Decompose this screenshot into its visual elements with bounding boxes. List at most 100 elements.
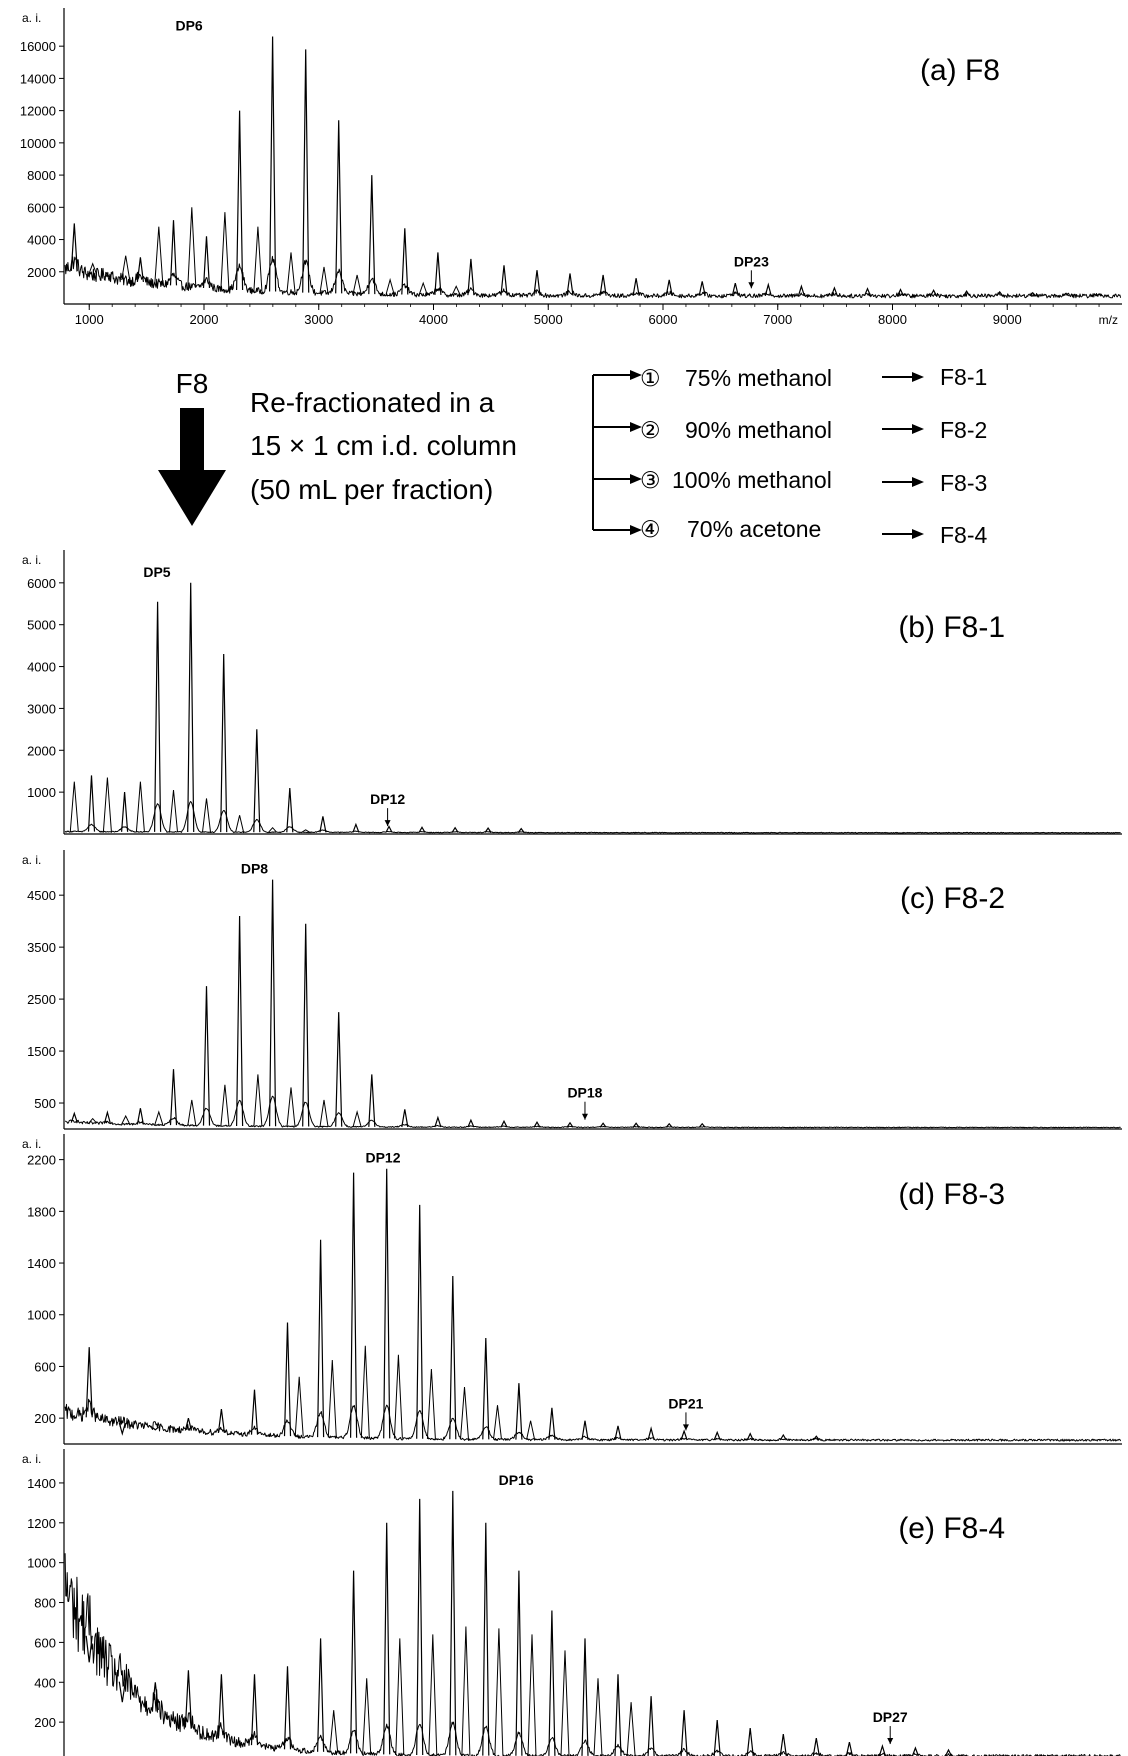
spectrum-peak (350, 1570, 358, 1754)
spectrum-side-peak (360, 1345, 370, 1439)
spectrum-peak (184, 1670, 192, 1728)
arrow-right-icon (912, 424, 924, 434)
spectrum-peak (731, 282, 739, 297)
spectrum-side-peak (385, 277, 395, 295)
spectrum-peak (103, 1110, 111, 1124)
spectrum-side-peak (235, 815, 245, 833)
panel-title: (c) F8-2 (900, 882, 1005, 915)
spectrum-peak (581, 1638, 589, 1756)
spectrum-peak (253, 729, 261, 833)
spectrum-peak (548, 1610, 556, 1756)
spectrum-baseline-trace (64, 1398, 1122, 1442)
spectrum-peak (317, 1239, 325, 1438)
panel-b: a. i. 1000 2000 3000 4000 5000 6000 (b) F8-1 DP5… (22, 550, 1122, 835)
y-axis-label: a. i. (22, 1137, 41, 1151)
spectrum-peak (302, 923, 310, 1127)
spectrum-peak (1029, 291, 1037, 297)
spectrum-peak (548, 1407, 556, 1440)
spectrum-peak (698, 1122, 706, 1128)
scheme-row-1: ① 75% methanol F8-1 (593, 364, 987, 391)
y-tick-label: 800 (34, 1596, 56, 1611)
x-tick-label: 8000 (878, 312, 907, 327)
spectrum-side-peak (187, 1099, 197, 1126)
spectrum-peak (896, 288, 905, 297)
scheme-row-4: ④ 70% acetone F8-4 (593, 516, 988, 548)
spectrum-peak (863, 287, 872, 297)
spectra-panels: a. i. 2000 4000 6000 8000 10000 12000 14000 1600… (20, 8, 1122, 1756)
arrow-right-icon (630, 370, 642, 380)
spectrum-side-peak (169, 789, 178, 833)
panel-d: a. i. 200 600 1000 1400 1800 2200 (d) F8-3 DP12 D… (22, 1134, 1122, 1445)
x-axis-label: m/z (1099, 313, 1118, 327)
x-tick-label: 1000 (75, 312, 104, 327)
spectrum-peak (434, 252, 442, 295)
spectrum-peak (154, 601, 162, 832)
arrow-right-icon (630, 525, 642, 535)
arrow-right-icon (630, 474, 642, 484)
fraction-product: F8-3 (940, 470, 987, 496)
dp-annotation: DP12 (370, 791, 405, 807)
fraction-marker: ④ (640, 516, 661, 542)
spectrum-side-peak (286, 252, 296, 293)
dp-annotation: DP12 (365, 1150, 400, 1166)
spectrum-side-peak (626, 1702, 636, 1756)
spectrum-peak (401, 228, 409, 295)
spectrum-peak (151, 1682, 159, 1711)
spectrum-peak (533, 1121, 541, 1128)
y-tick-label: 600 (34, 1359, 56, 1374)
spectrum-peak (812, 1435, 820, 1441)
spectrum-peak (515, 1383, 523, 1440)
fractionation-scheme: F8 Re-fractionated in a 15 × 1 cm i.d. c… (158, 364, 988, 548)
spectrum-peak (136, 257, 144, 282)
spectrum-peak (220, 653, 228, 833)
fraction-marker: ③ (640, 467, 661, 493)
spectrum-peak (283, 1666, 292, 1750)
arrow-down-icon (887, 1738, 894, 1745)
y-tick-label: 3000 (27, 701, 56, 716)
arrow-down-icon (384, 820, 391, 827)
y-tick-label: 6000 (27, 576, 56, 591)
spectrum-peak (70, 1111, 78, 1123)
spectrum-peak (665, 279, 673, 296)
spectrum-peak (350, 1172, 358, 1438)
spectrum-peak (449, 1275, 457, 1440)
spectrum-peak (632, 1122, 640, 1128)
y-tick-label: 14000 (20, 71, 56, 86)
y-tick-label: 4000 (27, 660, 56, 675)
spectrum-peak (317, 1638, 325, 1752)
spectrum-peak (599, 1122, 607, 1128)
dp-annotation: DP16 (499, 1472, 534, 1488)
spectrum-peak (385, 825, 393, 833)
spectrum-peak (746, 1432, 754, 1441)
spectrum-peak (484, 827, 492, 833)
spectrum-side-peak (187, 207, 197, 288)
spectrum-side-peak (88, 1117, 98, 1124)
spectrum-peak (368, 175, 376, 295)
spectrum-peak (1062, 292, 1070, 297)
spectrum-peak (665, 1122, 673, 1128)
spectrum-peak (566, 273, 574, 296)
panel-e: a. i.20040060080010001200140010002000300… (22, 1449, 1121, 1756)
arrow-right-icon (912, 529, 924, 539)
spectrum-baseline-trace (65, 1095, 1121, 1129)
x-tick-label: 4000 (419, 312, 448, 327)
y-axis-label: a. i. (22, 11, 41, 25)
spectrum-peak (845, 1741, 853, 1756)
spectrum-peak (217, 1674, 225, 1739)
spectrum-side-peak (395, 1638, 405, 1755)
spectrum-side-peak (319, 1099, 329, 1127)
spectrum-peak (830, 286, 838, 297)
dp-annotation: DP27 (873, 1709, 908, 1725)
spectrum-peak (85, 1635, 93, 1663)
spectrum-peak (779, 1734, 787, 1756)
spectrum-peak (533, 270, 541, 296)
fraction-product: F8-1 (940, 364, 987, 390)
spectrum-peak (517, 827, 525, 833)
spectrum-peak (416, 1204, 424, 1439)
spectrum-peak (797, 284, 805, 297)
spectrum-peak (416, 1498, 424, 1756)
spectrum-peak (614, 1425, 622, 1441)
spectrum-peak (911, 1746, 919, 1756)
spectrum-peak (566, 1121, 574, 1128)
spectrum-peak (283, 1322, 292, 1437)
